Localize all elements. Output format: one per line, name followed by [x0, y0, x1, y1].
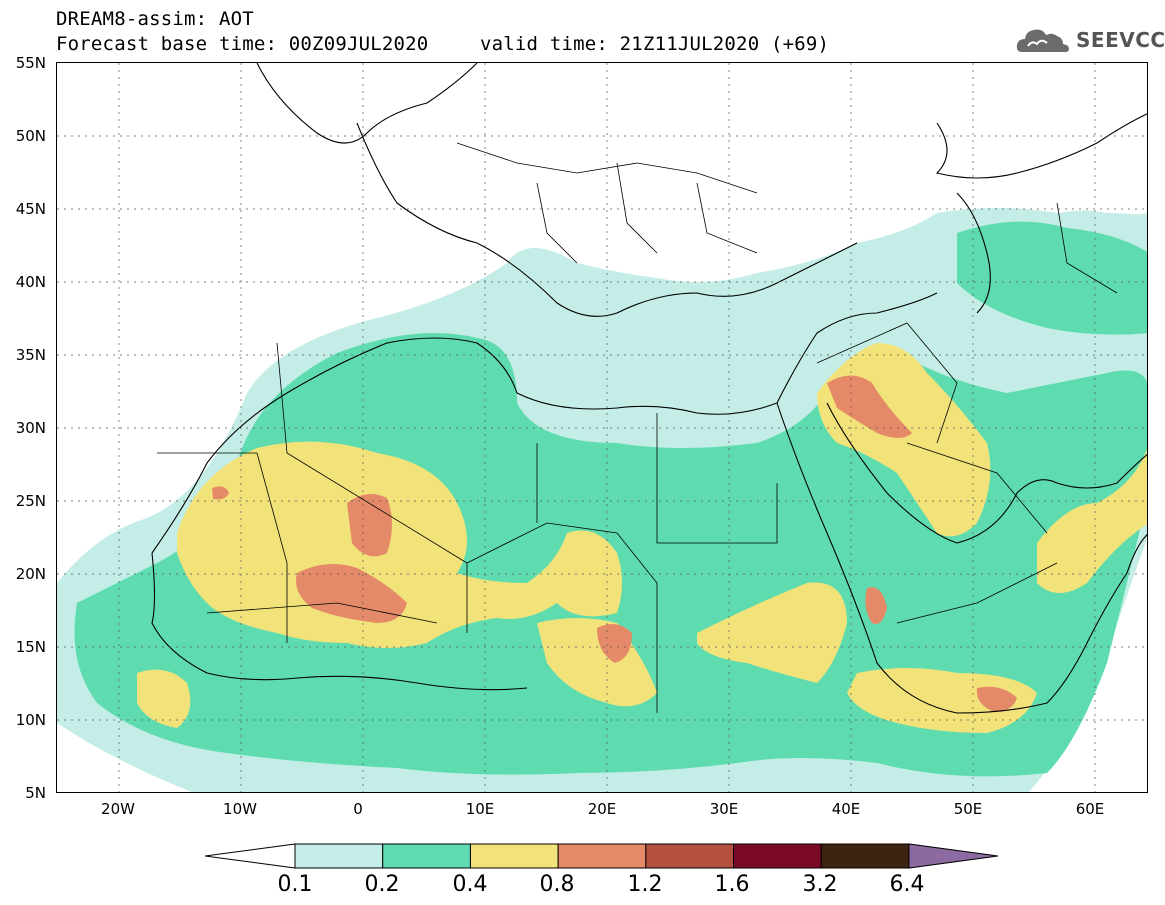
aot-contour-0.4-sudan [697, 582, 847, 683]
aot-contour-0.8-e [976, 686, 1017, 712]
valid-time: valid time: 21Z11JUL2020 (+69) [480, 33, 830, 55]
colorbar-label: 0.2 [364, 872, 400, 897]
aot-contour-0.8-a [347, 494, 392, 557]
country-borders [157, 142, 1118, 713]
colorbar-segment [820, 843, 910, 869]
colorbar-segment [382, 843, 471, 869]
colorbar-segment [469, 843, 559, 869]
lat-label: 25N [15, 492, 46, 510]
colorbar-label: 0.8 [539, 872, 575, 897]
lat-label: 50N [15, 127, 46, 145]
map-title: DREAM8-assim: AOT [56, 8, 254, 30]
aot-contour-0.4-west [137, 669, 191, 728]
lon-label: 60E [1075, 800, 1105, 818]
aot-contour-0.2-caspian [957, 221, 1147, 335]
lon-label: 10E [465, 800, 495, 818]
aot-contour-0.8-f [865, 587, 887, 624]
lat-label: 15N [15, 638, 46, 656]
logo-text: SEEVCCC [1076, 28, 1165, 52]
aot-contour-0.8-c [597, 624, 632, 663]
colorbar-label: 0.4 [452, 872, 488, 897]
lat-label: 55N [15, 54, 46, 72]
base-time: Forecast base time: 00Z09JUL2020 [56, 33, 429, 55]
lon-label: 10W [223, 800, 257, 818]
aot-contour-0.8-d [827, 375, 912, 438]
aot-contour-0.4-sahara [177, 441, 622, 648]
lat-label: 10N [15, 711, 46, 729]
colorbar-label: 1.6 [714, 872, 750, 897]
colorbar-label: 1.2 [627, 872, 663, 897]
coastlines [151, 63, 1147, 714]
lat-label: 45N [15, 200, 46, 218]
aot-contour-0.8-b [296, 564, 407, 623]
colorbar-segment [733, 843, 822, 869]
lat-label: 5N [25, 784, 46, 802]
lon-label: 40E [831, 800, 861, 818]
map-panel [56, 62, 1148, 793]
cloud-icon [1016, 29, 1069, 52]
time-line: Forecast base time: 00Z09JUL2020 valid ti… [56, 33, 829, 55]
colorbar-under-arrow [205, 843, 296, 869]
colorbar-label: 0.1 [277, 872, 313, 897]
lat-label: 30N [15, 419, 46, 437]
gridlines [57, 63, 1147, 792]
aot-contour-0.4-yemen [847, 668, 1037, 733]
seevccc-logo [1016, 24, 1156, 58]
lon-label: 30E [709, 800, 739, 818]
colorbar-segment [645, 843, 735, 869]
colorbar [205, 843, 999, 869]
aot-contour-0.8-g [212, 486, 229, 500]
aot-map [57, 63, 1147, 792]
colorbar-over-arrow [908, 843, 999, 869]
colorbar-segment [294, 843, 384, 869]
colorbar-segment [557, 843, 647, 869]
lon-label: 0 [353, 800, 363, 818]
colorbar-label: 6.4 [889, 872, 925, 897]
lat-label: 35N [15, 346, 46, 364]
lat-label: 20N [15, 565, 46, 583]
lon-label: 20E [587, 800, 617, 818]
colorbar-label: 3.2 [802, 872, 838, 897]
lon-label: 20W [101, 800, 135, 818]
aot-contour-0.4-oman [1037, 448, 1147, 593]
lon-label: 50E [953, 800, 983, 818]
lat-label: 40N [15, 273, 46, 291]
